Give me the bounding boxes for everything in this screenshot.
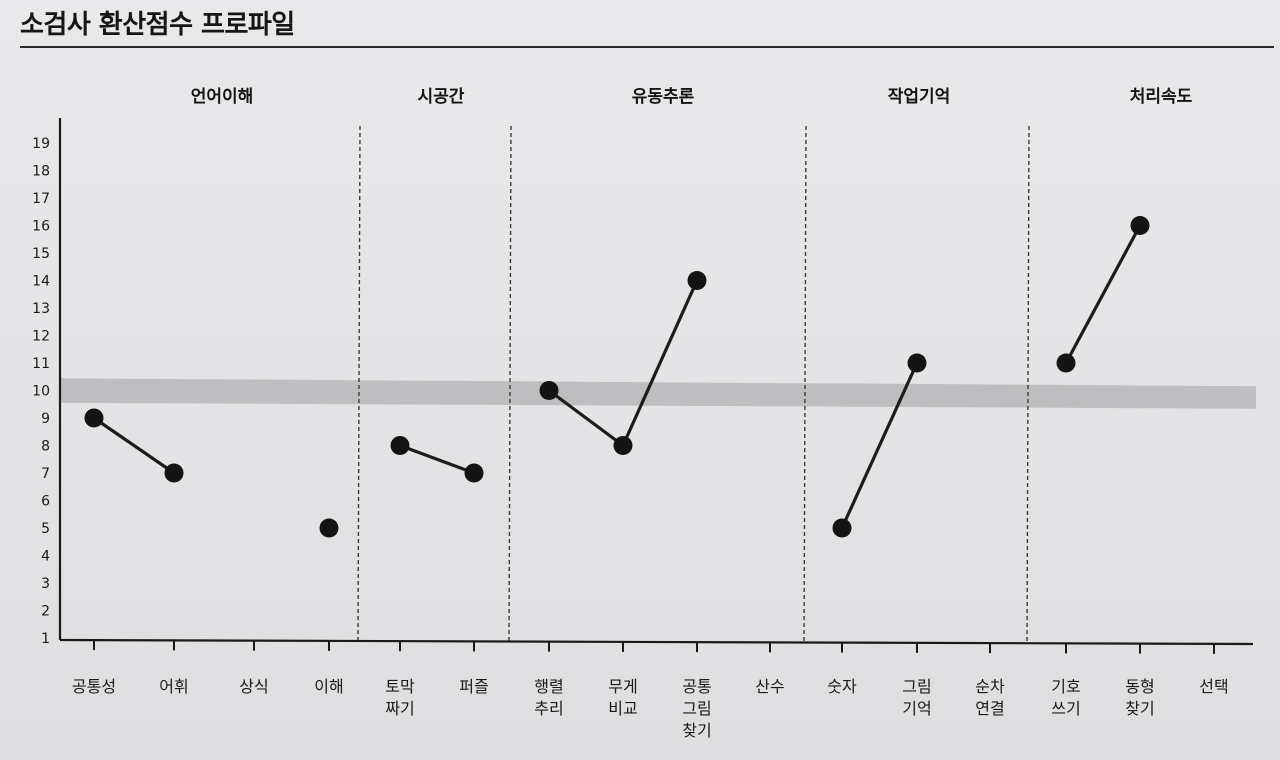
y-tick-label: 11 bbox=[32, 356, 50, 372]
x-tick-label: 기호 쓰기 bbox=[1051, 677, 1080, 718]
x-tick-label: 그림 기억 bbox=[902, 677, 931, 718]
y-tick-label: 8 bbox=[41, 439, 50, 455]
y-tick-label: 1 bbox=[41, 631, 50, 647]
group-label: 시공간 bbox=[418, 87, 465, 107]
group-label: 처리속도 bbox=[1130, 87, 1193, 107]
data-point bbox=[539, 381, 559, 400]
average-band bbox=[60, 378, 1256, 409]
y-tick-label: 15 bbox=[32, 246, 50, 262]
y-tick-label: 16 bbox=[32, 219, 50, 235]
data-point bbox=[1056, 353, 1076, 373]
data-point bbox=[390, 436, 410, 455]
x-tick-label: 선택 bbox=[1199, 677, 1228, 696]
data-point bbox=[907, 353, 927, 373]
y-tick-label: 14 bbox=[32, 274, 50, 290]
x-tick-label: 동형 찾기 bbox=[1125, 677, 1154, 718]
series-segment bbox=[840, 361, 919, 530]
x-tick-label: 퍼즐 bbox=[459, 677, 488, 696]
y-tick-label: 18 bbox=[32, 164, 50, 180]
series-segment bbox=[1064, 223, 1142, 365]
data-point bbox=[1130, 216, 1150, 235]
y-tick-label: 9 bbox=[41, 411, 50, 427]
page-title: 소검사 환산점수 프로파일 bbox=[20, 10, 295, 40]
y-tick-label: 3 bbox=[41, 576, 50, 592]
x-tick-label: 숫자 bbox=[827, 677, 857, 696]
y-tick-label: 13 bbox=[32, 301, 50, 317]
group-label: 작업기억 bbox=[888, 87, 951, 107]
group-divider bbox=[803, 125, 807, 643]
x-tick-label: 상식 bbox=[239, 677, 268, 696]
data-point bbox=[319, 518, 339, 538]
data-point bbox=[687, 271, 707, 290]
x-tick-label: 공통성 bbox=[72, 677, 116, 696]
data-point bbox=[84, 408, 104, 428]
data-point bbox=[464, 463, 484, 483]
group-divider bbox=[357, 125, 361, 643]
series-segment bbox=[547, 388, 625, 448]
series-segment bbox=[398, 443, 476, 475]
x-tick-label: 행렬 추리 bbox=[534, 677, 563, 718]
title-rule bbox=[20, 46, 1274, 48]
y-tick-label: 10 bbox=[32, 384, 50, 400]
data-point bbox=[164, 463, 184, 483]
x-tick-label: 이해 bbox=[314, 677, 343, 696]
y-tick-label: 12 bbox=[32, 329, 50, 345]
group-divider bbox=[1026, 125, 1030, 643]
y-tick-label: 2 bbox=[41, 604, 50, 620]
y-tick-label: 5 bbox=[41, 521, 50, 537]
group-label: 언어이해 bbox=[191, 87, 254, 107]
x-tick-label: 공통 그림 찾기 bbox=[682, 677, 711, 740]
x-tick-label: 순차 연결 bbox=[975, 677, 1005, 718]
y-tick-label: 17 bbox=[32, 191, 50, 207]
x-tick-label: 산수 bbox=[755, 677, 784, 696]
y-tick-label: 19 bbox=[32, 136, 50, 152]
group-label: 유동추론 bbox=[632, 87, 695, 107]
data-point bbox=[613, 436, 633, 455]
x-tick-label: 토막 짜기 bbox=[385, 677, 415, 718]
group-divider bbox=[508, 125, 512, 643]
y-tick-label: 4 bbox=[41, 549, 50, 565]
series-segment bbox=[621, 278, 699, 448]
y-tick-label: 7 bbox=[41, 466, 50, 482]
x-tick-label: 어휘 bbox=[159, 677, 188, 696]
data-point bbox=[832, 518, 852, 538]
y-tick-label: 6 bbox=[41, 494, 50, 510]
x-tick-label: 무게 비교 bbox=[608, 677, 637, 718]
series-segment bbox=[92, 416, 176, 475]
x-axis bbox=[59, 638, 1254, 646]
